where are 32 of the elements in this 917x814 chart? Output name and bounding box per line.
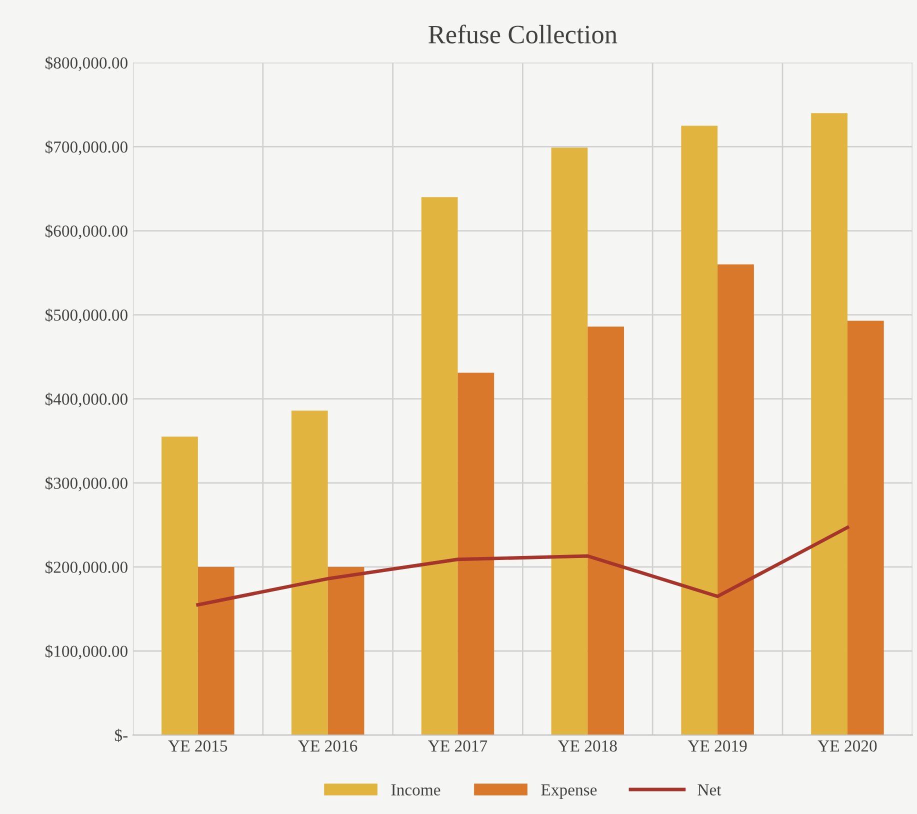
line-series [196,526,850,607]
y-tick-label: $200,000.00 [45,560,128,576]
bar [421,197,458,736]
legend-label: Income [391,784,440,796]
bar [328,566,364,736]
bar [458,372,494,736]
bar [588,326,624,736]
y-tick-label: $100,000.00 [45,644,128,660]
y-tick-label: $700,000.00 [45,140,128,156]
x-tick-label: YE 2019 [688,740,747,752]
bar [718,264,754,736]
y-tick-label: $400,000.00 [45,392,128,408]
x-tick-label: YE 2017 [428,740,488,752]
bar [847,320,884,736]
y-tick-label: $300,000.00 [45,476,128,492]
legend-label: Net [698,784,722,796]
bar [162,436,198,736]
y-tick-label: $800,000.00 [45,56,128,72]
legend-label: Expense [541,784,597,799]
y-tick-label: $- [114,728,128,742]
y-tick-label: $600,000.00 [45,224,128,240]
bar [198,566,234,736]
chart-title: Refuse Collection [428,24,618,44]
bar [811,113,848,736]
x-tick-label: YE 2020 [818,740,877,752]
x-tick-label: YE 2018 [558,740,617,752]
y-tick-label: $500,000.00 [45,308,128,324]
bar [291,410,328,736]
bar [551,148,588,736]
x-tick-label: YE 2015 [168,740,228,752]
bar [681,126,718,736]
x-tick-label: YE 2016 [298,740,358,752]
